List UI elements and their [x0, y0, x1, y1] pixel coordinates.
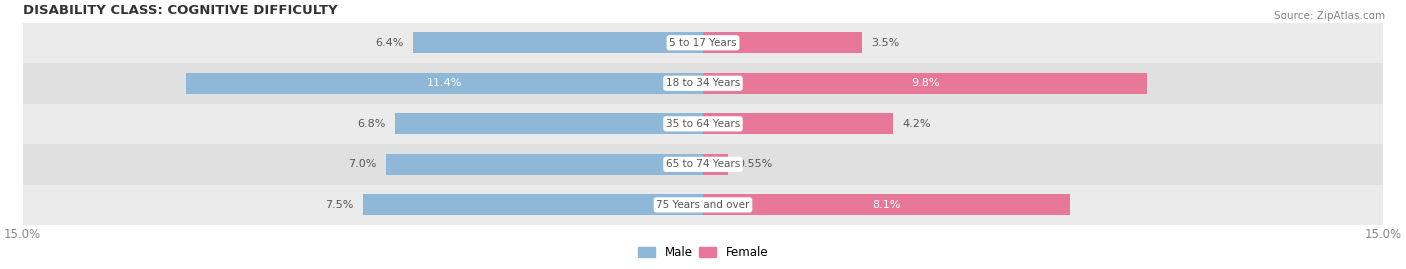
Text: 6.8%: 6.8% — [357, 119, 385, 129]
Text: 9.8%: 9.8% — [911, 78, 939, 88]
Text: 11.4%: 11.4% — [427, 78, 463, 88]
Bar — [395, 113, 703, 134]
Text: 0.55%: 0.55% — [737, 159, 772, 169]
Text: 65 to 74 Years: 65 to 74 Years — [666, 159, 740, 169]
Text: 4.2%: 4.2% — [903, 119, 931, 129]
Bar — [186, 73, 703, 94]
Text: 8.1%: 8.1% — [873, 200, 901, 210]
Text: DISABILITY CLASS: COGNITIVE DIFFICULTY: DISABILITY CLASS: COGNITIVE DIFFICULTY — [22, 4, 337, 17]
Bar — [385, 154, 703, 175]
Text: 7.0%: 7.0% — [349, 159, 377, 169]
Bar — [22, 63, 1384, 104]
Bar — [363, 194, 703, 215]
Bar — [703, 154, 728, 175]
Bar — [703, 113, 893, 134]
Text: 35 to 64 Years: 35 to 64 Years — [666, 119, 740, 129]
Bar — [22, 104, 1384, 144]
Legend: Male, Female: Male, Female — [633, 241, 773, 264]
Bar — [22, 23, 1384, 63]
Text: 18 to 34 Years: 18 to 34 Years — [666, 78, 740, 88]
Text: 6.4%: 6.4% — [375, 38, 404, 48]
Text: 5 to 17 Years: 5 to 17 Years — [669, 38, 737, 48]
Bar — [22, 144, 1384, 185]
Text: 7.5%: 7.5% — [325, 200, 354, 210]
Text: 3.5%: 3.5% — [870, 38, 898, 48]
Bar — [703, 32, 862, 53]
Text: Source: ZipAtlas.com: Source: ZipAtlas.com — [1274, 11, 1385, 21]
Bar — [703, 194, 1070, 215]
Bar — [22, 185, 1384, 225]
Bar — [413, 32, 703, 53]
Bar — [703, 73, 1147, 94]
Text: 75 Years and over: 75 Years and over — [657, 200, 749, 210]
